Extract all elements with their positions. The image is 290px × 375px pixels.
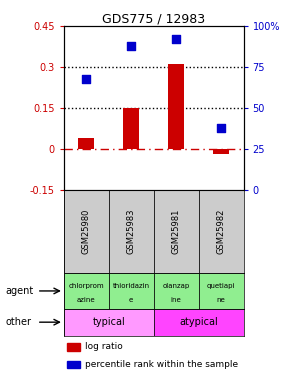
Bar: [199, 190, 244, 273]
Text: azine: azine: [77, 297, 96, 303]
Point: [84, 76, 89, 82]
Bar: [109, 273, 154, 309]
Text: other: other: [6, 317, 32, 327]
Bar: [109, 190, 154, 273]
Bar: [64, 273, 109, 309]
Bar: [154, 190, 199, 273]
Bar: [199, 273, 244, 309]
Title: GDS775 / 12983: GDS775 / 12983: [102, 12, 205, 25]
Text: log ratio: log ratio: [85, 342, 123, 351]
Text: GSM25981: GSM25981: [172, 209, 181, 254]
Text: e: e: [129, 297, 133, 303]
Point: [219, 124, 224, 130]
Text: GSM25982: GSM25982: [217, 209, 226, 254]
Text: GSM25980: GSM25980: [82, 209, 91, 254]
Bar: [213, 149, 229, 154]
Text: olanzap: olanzap: [163, 283, 190, 289]
Text: typical: typical: [93, 317, 125, 327]
Text: chlorprom: chlorprom: [68, 283, 104, 289]
Text: GSM25983: GSM25983: [127, 209, 136, 254]
Bar: [123, 108, 139, 149]
Bar: [78, 138, 94, 149]
Point: [129, 43, 134, 49]
Bar: [64, 309, 154, 336]
Text: ine: ine: [171, 297, 182, 303]
Point: [174, 36, 179, 42]
Bar: [64, 190, 109, 273]
Bar: [67, 360, 80, 368]
Text: thioridazin: thioridazin: [113, 283, 150, 289]
Bar: [154, 309, 244, 336]
Bar: [67, 343, 80, 351]
Text: quetiapi: quetiapi: [207, 283, 235, 289]
Text: agent: agent: [6, 286, 34, 296]
Bar: [154, 273, 199, 309]
Bar: [168, 64, 184, 149]
Text: percentile rank within the sample: percentile rank within the sample: [85, 360, 238, 369]
Text: ne: ne: [217, 297, 226, 303]
Text: atypical: atypical: [179, 317, 218, 327]
